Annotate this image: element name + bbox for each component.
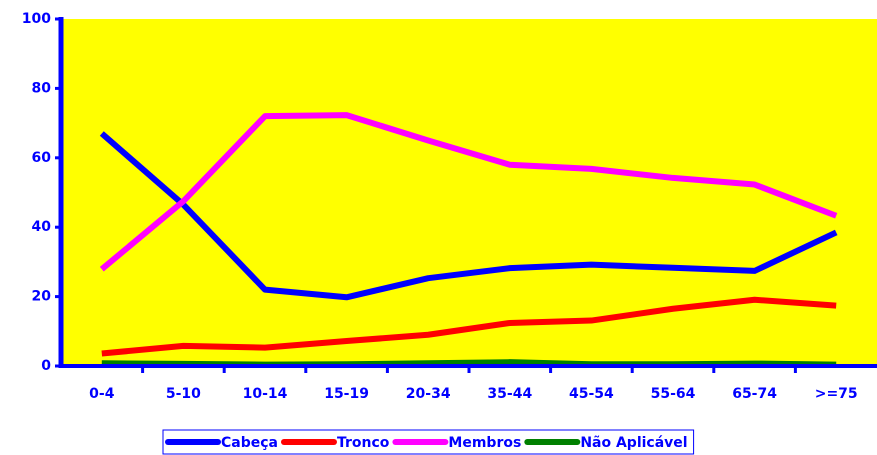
series-line	[99, 112, 838, 272]
legend-label: Não Aplicável	[580, 435, 687, 451]
series-line	[101, 296, 837, 357]
y-tick-label: 0	[41, 358, 51, 374]
y-tick-label: 60	[32, 150, 52, 166]
plot-area	[61, 19, 877, 366]
x-tick-label: 20-34	[406, 386, 451, 402]
series-line	[99, 131, 838, 301]
legend-box	[162, 429, 695, 455]
y-tick-label: 40	[32, 219, 52, 235]
legend: Cabeça Tronco Membros Não Aplicável	[162, 429, 695, 455]
legend-label: Cabeça	[221, 435, 278, 451]
x-tick-label: 65-74	[732, 386, 777, 402]
x-tick-label: 0-4	[89, 386, 115, 402]
y-tick-label: 80	[32, 80, 52, 96]
x-tick-label: 10-14	[243, 386, 288, 402]
x-tick-label: 45-54	[569, 386, 614, 402]
y-tick-label: 100	[22, 11, 51, 27]
legend-label: Tronco	[337, 435, 390, 451]
x-tick-label: >=75	[815, 386, 858, 402]
x-tick-label: 5-10	[166, 386, 201, 402]
x-tick-label: 35-44	[487, 386, 532, 402]
legend-label: Membros	[448, 435, 521, 451]
x-tick-label: 15-19	[324, 386, 369, 402]
y-tick-label: 20	[32, 289, 52, 305]
x-tick-label: 55-64	[651, 386, 696, 402]
